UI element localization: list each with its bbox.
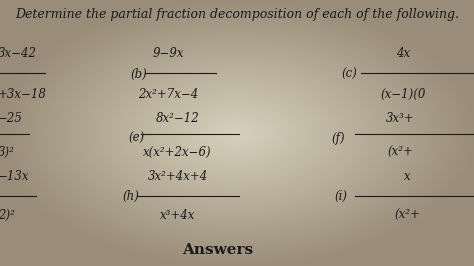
Text: +3x−18: +3x−18	[0, 88, 46, 101]
Text: 3x³+: 3x³+	[386, 112, 415, 125]
Text: (i): (i)	[334, 190, 347, 203]
Text: (c): (c)	[341, 68, 357, 81]
Text: (b): (b)	[130, 68, 147, 81]
Text: 2x²+7x−4: 2x²+7x−4	[138, 88, 199, 101]
Text: (e): (e)	[128, 132, 144, 145]
Text: x: x	[404, 171, 411, 183]
Text: (x²+: (x²+	[388, 147, 413, 159]
Text: Determine the partial fraction decomposition of each of the following.: Determine the partial fraction decomposi…	[15, 8, 459, 21]
Text: (x²+: (x²+	[395, 209, 420, 222]
Text: 8x²−12: 8x²−12	[156, 112, 200, 125]
Text: −13x: −13x	[0, 171, 29, 183]
Text: 3)²: 3)²	[0, 147, 15, 159]
Text: −25: −25	[0, 112, 22, 125]
Text: 3x²+4x+4: 3x²+4x+4	[147, 171, 208, 183]
Text: (f): (f)	[332, 132, 346, 145]
Text: 3x−42: 3x−42	[0, 47, 36, 60]
Text: (h): (h)	[122, 190, 139, 203]
Text: x³+4x: x³+4x	[160, 209, 195, 222]
Text: 9−9x: 9−9x	[153, 47, 184, 60]
Text: Answers: Answers	[182, 243, 254, 257]
Text: 4x: 4x	[396, 47, 410, 60]
Text: x(x²+2x−6): x(x²+2x−6)	[144, 147, 212, 159]
Text: (x−1)(0: (x−1)(0	[380, 88, 426, 101]
Text: 2)²: 2)²	[0, 209, 15, 222]
